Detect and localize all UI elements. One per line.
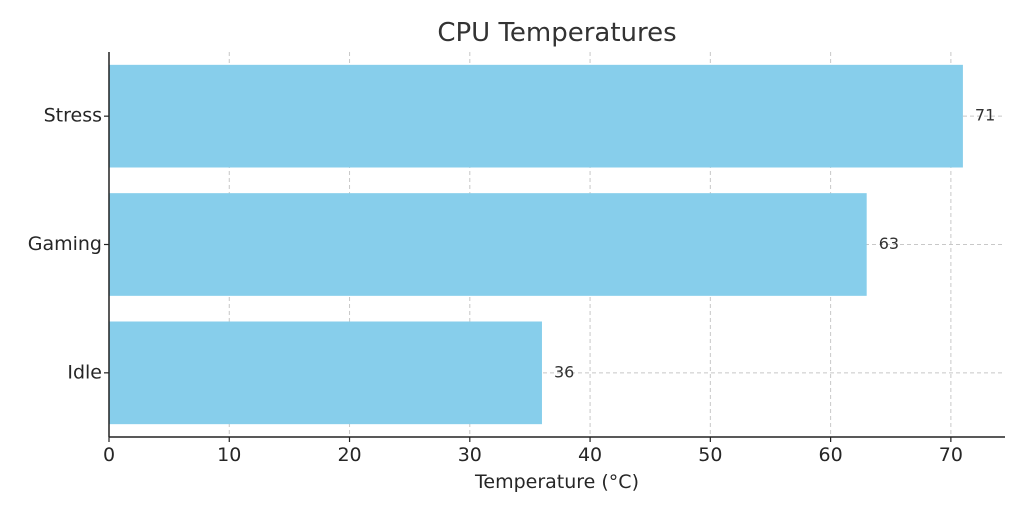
x-tick-label-40: 40 (578, 444, 602, 466)
x-tick-label-0: 0 (103, 444, 115, 466)
x-tick-label-30: 30 (458, 444, 482, 466)
x-axis-ticks: 0 10 20 30 40 50 60 70 (103, 437, 963, 466)
chart-title: CPU Temperatures (437, 18, 676, 48)
bar-idle (109, 321, 542, 425)
y-tick-label-gaming: Gaming (28, 233, 102, 255)
y-tick-label-stress: Stress (44, 105, 102, 127)
data-labels: 36 63 71 (554, 106, 995, 382)
x-tick-label-60: 60 (819, 444, 843, 466)
data-label-idle: 36 (554, 362, 574, 381)
bars (109, 64, 963, 425)
y-axis-ticks: Idle Gaming Stress (28, 105, 109, 383)
data-label-stress: 71 (975, 106, 995, 125)
bar-gaming (109, 193, 867, 296)
x-tick-label-50: 50 (698, 444, 722, 466)
x-tick-label-70: 70 (939, 444, 963, 466)
x-tick-label-10: 10 (217, 444, 241, 466)
x-axis-label: Temperature (°C) (474, 471, 639, 493)
bar-stress (109, 64, 963, 168)
y-tick-label-idle: Idle (67, 361, 102, 383)
x-tick-label-20: 20 (337, 444, 361, 466)
data-label-gaming: 63 (879, 234, 899, 253)
